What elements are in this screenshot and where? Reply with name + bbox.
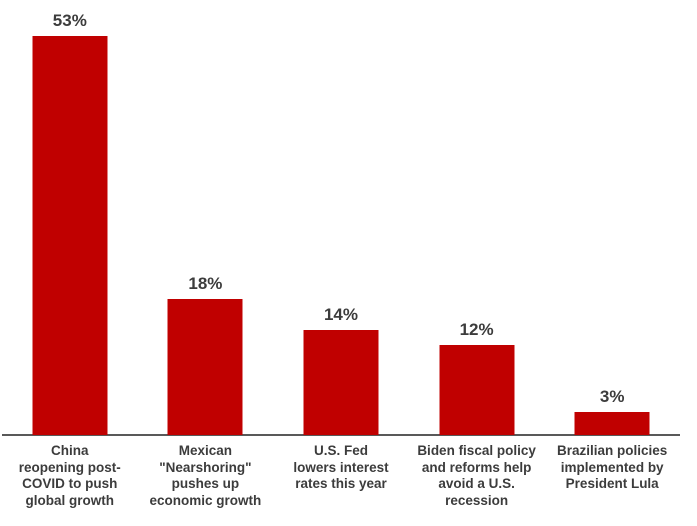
category-label: Brazilian policies implemented by Presiden… [544, 443, 680, 493]
category-label-line: economic growth [149, 492, 262, 508]
bar [439, 345, 515, 435]
category-label-line: rates this year [295, 476, 387, 491]
bar [303, 330, 379, 435]
category-label-line: "Nearshoring" [159, 459, 252, 475]
bar [574, 412, 650, 435]
category-label-line: COVID to push [22, 476, 118, 491]
category-label-line: U.S. Fed [313, 443, 368, 458]
category-label-line: China [51, 443, 89, 458]
bar-column: 14% [273, 0, 409, 435]
bar-column: 3% [544, 0, 680, 435]
category-label: Biden fiscal policy and reforms help avoid… [409, 443, 545, 509]
category-label-line: recession [445, 492, 509, 508]
category-label-line: Brazilian policies [557, 443, 668, 458]
bar [167, 299, 243, 435]
bar-value-label: 53% [52, 11, 87, 30]
bar-column: 12% [409, 0, 545, 435]
bar-value-label: 14% [323, 305, 358, 324]
category-label-line: President Lula [565, 476, 659, 491]
bar-column: 18% [138, 0, 274, 435]
bar-value-label: 3% [599, 387, 625, 406]
bar-column: 53% [2, 0, 138, 435]
category-label-line: lowers interest [293, 459, 389, 475]
bar [32, 36, 108, 435]
category-label-line: implemented by [560, 459, 664, 475]
category-label-line: Biden fiscal policy [417, 443, 536, 458]
category-label-line: Mexican [178, 443, 233, 458]
category-label: Mexican "Nearshoring" pushes up economic gr… [138, 443, 274, 509]
bar-value-label: 18% [188, 274, 223, 293]
category-label-line: global growth [25, 492, 115, 508]
category-label: U.S. Fed lowers interest rates this year [273, 443, 409, 493]
x-axis-line [2, 434, 680, 436]
bar-value-label: 12% [459, 320, 494, 339]
category-label-line: avoid a U.S. [438, 476, 515, 491]
category-label-line: and reforms help [421, 459, 532, 475]
category-label-line: reopening post- [18, 459, 121, 475]
category-label-line: pushes up [171, 476, 240, 491]
category-label: China reopening post- COVID to push global … [2, 443, 138, 509]
